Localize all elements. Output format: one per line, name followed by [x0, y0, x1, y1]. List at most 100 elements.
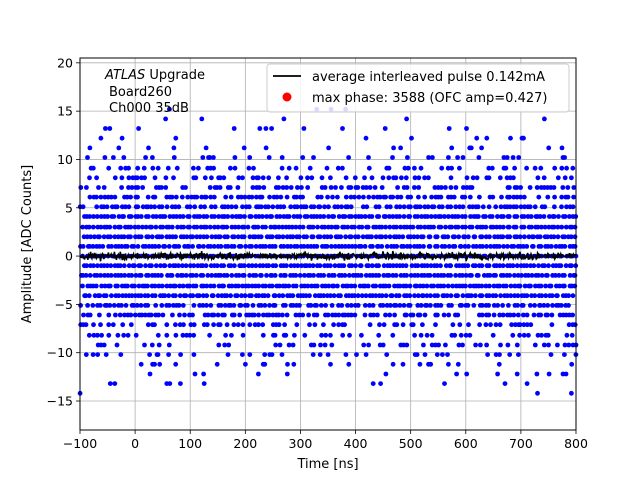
- scatter-point: [94, 175, 99, 181]
- scatter-point: [518, 185, 523, 190]
- scatter-point: [307, 322, 312, 328]
- scatter-point: [300, 194, 305, 200]
- scatter-point: [376, 273, 382, 278]
- scatter-point: [128, 322, 134, 328]
- scatter-point: [369, 263, 375, 269]
- scatter-point: [156, 342, 162, 348]
- scatter-point: [541, 303, 547, 308]
- scatter-point: [101, 204, 107, 210]
- scatter-point: [211, 312, 217, 318]
- scatter-point: [390, 332, 396, 338]
- scatter-point: [83, 322, 89, 328]
- scatter-point: [211, 165, 217, 171]
- scatter-point: [106, 322, 112, 328]
- scatter-point: [512, 165, 517, 171]
- scatter-point: [555, 234, 561, 240]
- scatter-point: [246, 204, 252, 210]
- scatter-point: [497, 352, 502, 357]
- scatter-point: [97, 234, 102, 240]
- scatter-point: [107, 283, 113, 289]
- scatter-point: [136, 283, 142, 289]
- scatter-point: [507, 234, 513, 240]
- scatter-point: [228, 165, 233, 171]
- scatter-point: [362, 303, 368, 308]
- scatter-point: [411, 234, 417, 240]
- scatter-point: [194, 224, 200, 230]
- scatter-point: [266, 312, 272, 318]
- scatter-point: [471, 303, 477, 308]
- scatter-point: [528, 283, 533, 289]
- scatter-point: [121, 263, 127, 269]
- scatter-point: [410, 312, 416, 318]
- scatter-point: [462, 214, 468, 219]
- scatter-point: [404, 273, 409, 278]
- scatter-point: [138, 214, 144, 219]
- scatter-point: [95, 263, 100, 269]
- scatter-point: [91, 322, 96, 328]
- scatter-point: [288, 263, 294, 269]
- scatter-point: [102, 194, 108, 200]
- scatter-point: [332, 263, 338, 269]
- scatter-point: [307, 165, 313, 171]
- scatter-point: [250, 185, 256, 190]
- scatter-point: [340, 165, 345, 171]
- scatter-point: [311, 342, 317, 348]
- scatter-point: [417, 361, 423, 367]
- scatter-point: [169, 194, 175, 200]
- scatter-point: [152, 293, 158, 299]
- scatter-point: [396, 234, 402, 240]
- scatter-point: [504, 175, 510, 181]
- average-pulse-line: [79, 250, 577, 263]
- scatter-point: [173, 361, 179, 367]
- scatter-point: [273, 224, 278, 230]
- scatter-point: [426, 155, 431, 160]
- scatter-point: [459, 303, 465, 308]
- scatter-point: [283, 273, 288, 278]
- scatter-point: [166, 352, 172, 357]
- scatter-point: [500, 303, 505, 308]
- scatter-point: [408, 194, 414, 200]
- scatter-point: [490, 224, 496, 230]
- scatter-point: [173, 194, 179, 200]
- scatter-point: [133, 332, 139, 338]
- scatter-point: [529, 273, 535, 278]
- scatter-point: [481, 273, 487, 278]
- scatter-point: [269, 126, 274, 131]
- scatter-point: [261, 312, 266, 318]
- scatter-point: [442, 244, 448, 249]
- scatter-point: [180, 273, 186, 278]
- scatter-point: [501, 155, 507, 160]
- scatter-point: [158, 263, 163, 269]
- scatter-point: [289, 224, 295, 230]
- scatter-point: [508, 135, 513, 141]
- scatter-point: [290, 303, 296, 308]
- scatter-point: [511, 194, 517, 200]
- scatter-point: [498, 293, 503, 299]
- scatter-point: [441, 283, 447, 289]
- scatter-point: [267, 303, 272, 308]
- scatter-point: [208, 194, 214, 200]
- scatter-point: [401, 303, 407, 308]
- scatter-point: [191, 332, 197, 338]
- scatter-point: [240, 283, 245, 289]
- scatter-point: [479, 263, 485, 269]
- scatter-point: [112, 194, 118, 200]
- scatter-point: [197, 234, 203, 240]
- scatter-point: [336, 322, 341, 328]
- scatter-point: [342, 273, 348, 278]
- scatter-point: [214, 361, 220, 367]
- scatter-point: [527, 204, 533, 210]
- scatter-point: [472, 234, 478, 240]
- scatter-point: [336, 214, 342, 219]
- scatter-point: [323, 303, 328, 308]
- scatter-point: [398, 145, 403, 151]
- scatter-point: [515, 312, 521, 318]
- scatter-point: [215, 224, 221, 230]
- scatter-point: [390, 155, 395, 160]
- scatter-point: [114, 342, 120, 348]
- scatter-point: [400, 234, 406, 240]
- x-tick-label: 100: [178, 436, 202, 451]
- scatter-point: [418, 165, 424, 171]
- scatter-point: [559, 224, 565, 230]
- scatter-point: [342, 322, 347, 328]
